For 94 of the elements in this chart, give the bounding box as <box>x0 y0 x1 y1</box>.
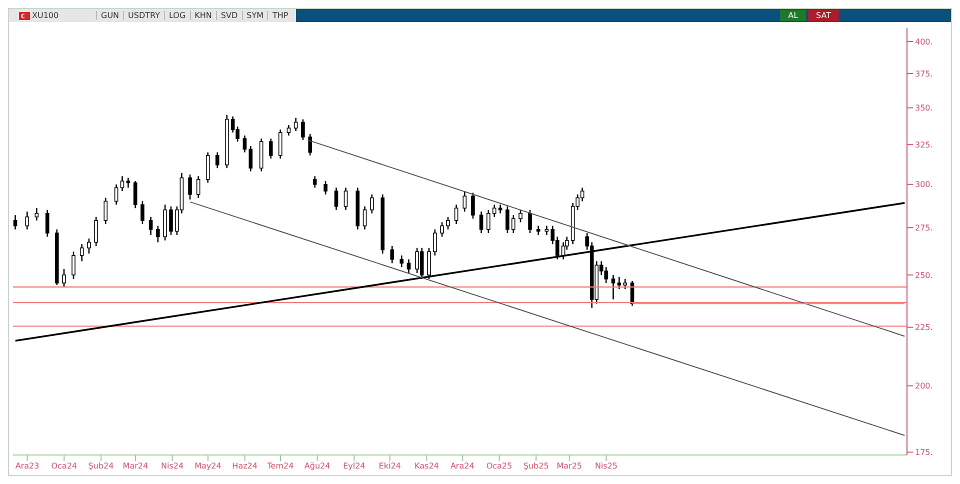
candlestick <box>406 258 411 274</box>
candlestick <box>390 245 394 264</box>
candlestick <box>462 190 467 212</box>
x-tick-label: Ara23 <box>15 462 40 471</box>
text: SVD <box>216 11 242 20</box>
text: GUN <box>96 11 124 20</box>
candlestick <box>506 206 510 234</box>
candlestick <box>140 200 144 225</box>
text: KHN <box>190 11 216 20</box>
candlestick <box>169 206 173 236</box>
x-tick-label: Oca25 <box>486 462 512 471</box>
candlestick <box>278 128 282 160</box>
candlestick <box>25 210 30 230</box>
candlestick <box>427 247 431 280</box>
candlestick <box>188 174 192 200</box>
candlestick <box>62 268 66 288</box>
candlestick <box>196 176 200 198</box>
x-tick-label: Kas24 <box>414 462 439 471</box>
candlestick <box>308 133 312 156</box>
x-tick-label: Mar24 <box>122 462 148 471</box>
y-tick-label: 250. <box>915 270 933 280</box>
candlestick <box>479 210 484 234</box>
candlestick <box>126 177 130 188</box>
candlestick <box>528 209 532 234</box>
candlestick <box>518 209 522 223</box>
x-tick-label: Nis25 <box>594 462 618 471</box>
candlestick <box>45 209 50 238</box>
x-tick-label: Mar25 <box>556 462 582 471</box>
candlestick <box>623 278 628 290</box>
candlestick <box>324 180 328 196</box>
candlestick <box>471 192 475 220</box>
y-tick-label: 225. <box>915 323 933 332</box>
candlestick <box>242 134 247 153</box>
x-tick-label: Haz24 <box>232 462 258 471</box>
candlestick <box>215 152 220 169</box>
x-tick-label: Nis24 <box>161 462 184 471</box>
y-tick-label: 400. <box>915 37 933 46</box>
candlestick <box>370 194 374 214</box>
x-tick-label: Oca24 <box>51 462 78 471</box>
candlestick <box>104 197 108 225</box>
candlestick <box>248 146 253 172</box>
x-tick-label: Ağu24 <box>304 462 330 471</box>
candlestick <box>536 225 540 236</box>
candlestick <box>344 187 348 211</box>
candlestick <box>511 214 516 234</box>
y-tick-label: 175. <box>915 448 933 457</box>
x-tick-label: Eki24 <box>378 462 401 471</box>
y-tick-label: 300. <box>915 180 933 190</box>
candlestick <box>446 216 450 230</box>
x-tick-label: Ara24 <box>450 462 474 471</box>
y-tick-label: 275. <box>915 223 933 232</box>
candlestick <box>94 216 98 247</box>
candlestick <box>133 180 138 209</box>
y-tick-label: 375. <box>915 69 933 78</box>
x-tick-label: May24 <box>194 462 222 471</box>
candlestick <box>13 214 18 230</box>
text: SAT <box>808 10 839 21</box>
candlestick <box>87 238 91 254</box>
candlestick <box>268 138 273 160</box>
candlestick <box>114 184 118 206</box>
candlestick <box>120 176 124 192</box>
candlestick <box>454 204 458 225</box>
candlestick <box>286 124 291 136</box>
x-tick-label: Eyl24 <box>343 462 366 471</box>
x-tick-label: Şub25 <box>523 462 549 471</box>
text: AL <box>780 10 806 21</box>
text: LOG <box>164 11 190 20</box>
x-tick-label: Tem24 <box>266 462 294 471</box>
candlestick <box>34 207 39 222</box>
y-tick-label: 325. <box>915 140 933 150</box>
candlestick <box>400 254 404 268</box>
x-tick-label: Şub24 <box>88 462 114 471</box>
candlestick <box>80 243 84 262</box>
y-tick-label: 200. <box>915 382 933 391</box>
text: THP <box>267 11 292 20</box>
text: USDTRY <box>123 11 164 20</box>
candlestick <box>611 274 616 300</box>
candlestick <box>294 117 298 132</box>
candlestick <box>334 187 338 211</box>
candlestick <box>544 225 549 236</box>
candlestick <box>617 276 622 290</box>
chart-title: XU100 <box>32 11 60 20</box>
candlestick <box>72 251 76 280</box>
candlestick <box>492 204 496 218</box>
candlestick <box>440 222 444 238</box>
candlestick <box>312 176 317 188</box>
candlestick <box>486 209 490 234</box>
candlestick <box>433 228 437 256</box>
text: SYM <box>242 11 268 20</box>
candlestick <box>148 216 153 236</box>
candlestick <box>156 225 160 243</box>
y-tick-label: 350. <box>915 104 933 113</box>
candlestick <box>301 118 305 141</box>
candlestick <box>362 206 367 230</box>
